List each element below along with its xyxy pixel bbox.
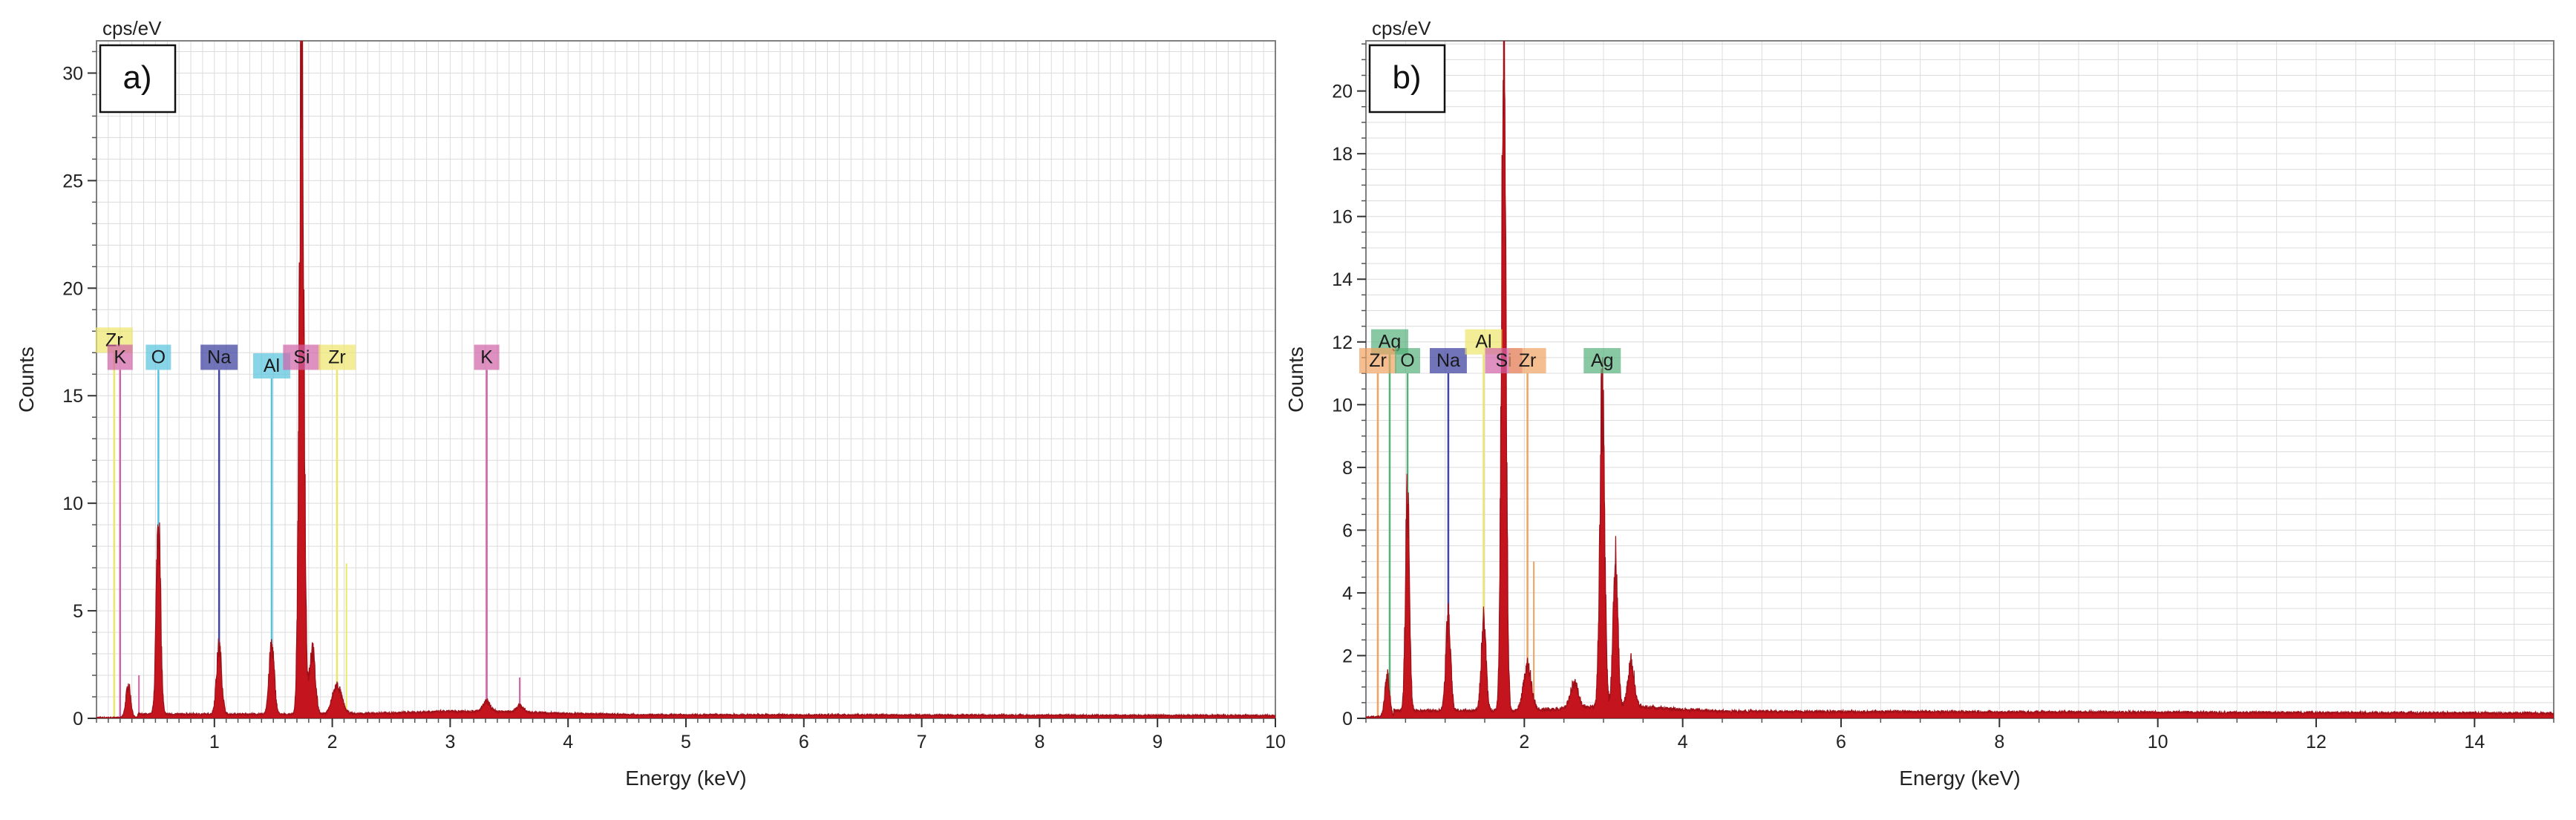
element-label-ag: Ag <box>1583 348 1621 374</box>
element-label-text: Si <box>1495 350 1511 371</box>
x-tick-label: 7 <box>917 732 927 752</box>
panel-label-text: b) <box>1392 59 1421 96</box>
x-tick-label: 4 <box>1678 732 1688 752</box>
panel-label-text: a) <box>122 59 151 96</box>
y-tick-label: 0 <box>73 709 83 729</box>
panel-label: b) <box>1368 44 1446 114</box>
panel-label-box <box>99 44 177 114</box>
element-label-o: O <box>146 344 171 370</box>
element-label-text: Ag <box>1591 350 1614 371</box>
element-label-text: Zr <box>1519 350 1537 371</box>
y-axis-title: Counts <box>1284 347 1307 413</box>
element-label-box <box>107 344 133 370</box>
element-label-text: Al <box>1475 332 1491 352</box>
x-tick-label: 9 <box>1152 732 1163 752</box>
x-tick-label: 1 <box>209 732 220 752</box>
x-tick-label: 6 <box>799 732 809 752</box>
element-label-box <box>1429 348 1467 374</box>
element-label-k: K <box>474 344 500 370</box>
x-axis-title: Energy (keV) <box>1899 767 2020 790</box>
y-tick-label: 10 <box>62 493 83 514</box>
element-label-box <box>1508 348 1546 374</box>
plot-content <box>1366 41 2554 718</box>
x-tick-label: 8 <box>1034 732 1045 752</box>
gridlines <box>96 41 1276 719</box>
y-tick-label: 2 <box>1342 646 1353 666</box>
element-label-text: K <box>480 347 493 367</box>
element-label-text: Na <box>1436 350 1460 371</box>
element-label-si: Si <box>283 344 321 370</box>
element-label-zr: Zr <box>1508 348 1546 374</box>
y-tick-label: 16 <box>1332 207 1353 228</box>
x-tick-label: 5 <box>681 732 691 752</box>
x-tick-label: 3 <box>445 732 455 752</box>
spectrum-area <box>1366 41 2554 718</box>
y-tick-label: 20 <box>1332 82 1353 102</box>
element-label-zr: Zr <box>1359 348 1396 374</box>
element-label-k: K <box>107 344 133 370</box>
y-axis-title: Counts <box>15 347 38 413</box>
element-label-text: Al <box>264 355 280 376</box>
element-label-box <box>1583 348 1621 374</box>
plot-content <box>97 41 1275 718</box>
x-tick-label: 8 <box>1994 732 2004 752</box>
x-tick-label: 14 <box>2464 732 2485 752</box>
panel-label: a) <box>99 44 177 114</box>
element-label-box <box>1359 348 1396 374</box>
element-label-zr: Zr <box>318 344 356 370</box>
x-tick-label: 2 <box>327 732 338 752</box>
element-labels: ZrK O Na Al Si Zr K <box>95 327 500 379</box>
element-label-text: Na <box>207 347 231 367</box>
element-label-na: Na <box>1429 348 1467 374</box>
y-tick-label: 4 <box>1342 583 1353 604</box>
element-label-text: K <box>114 347 126 367</box>
spectrum-area <box>97 41 1275 718</box>
y-tick-label: 6 <box>1342 520 1353 541</box>
x-tick-label: 10 <box>2148 732 2168 752</box>
y-tick-label: 25 <box>62 171 83 191</box>
element-label-box <box>474 344 500 370</box>
panel-label-box <box>1368 44 1446 114</box>
y-tick-label: 20 <box>62 278 83 299</box>
x-tick-label: 2 <box>1519 732 1529 752</box>
y-unit-label: cps/eV <box>1372 17 1431 39</box>
element-label-text: Si <box>293 347 310 367</box>
element-label-box <box>1395 348 1420 374</box>
gridlines <box>1365 41 2554 719</box>
element-label-text: Zr <box>328 347 346 367</box>
y-tick-label: 12 <box>1332 332 1353 353</box>
x-tick-label: 10 <box>1265 732 1286 752</box>
element-label-box <box>283 344 321 370</box>
element-label-na: Na <box>200 344 238 370</box>
y-tick-label: 18 <box>1332 144 1353 165</box>
y-unit-label: cps/eV <box>102 17 162 39</box>
y-tick-label: 15 <box>62 386 83 407</box>
y-tick-label: 10 <box>1332 395 1353 416</box>
element-label-text: Zr <box>1369 350 1387 371</box>
y-tick-label: 8 <box>1342 458 1353 479</box>
x-axis-title: Energy (keV) <box>625 767 746 790</box>
element-label-box <box>200 344 238 370</box>
y-tick-label: 14 <box>1332 269 1353 290</box>
y-tick-label: 0 <box>1342 709 1353 729</box>
x-tick-label: 4 <box>563 732 573 752</box>
element-label-box <box>318 344 356 370</box>
y-tick-label: 5 <box>73 601 83 622</box>
element-label-text: O <box>151 347 166 367</box>
x-tick-label: 12 <box>2306 732 2327 752</box>
element-label-text: O <box>1400 350 1414 371</box>
y-tick-label: 30 <box>62 63 83 84</box>
element-label-o: O <box>1395 348 1420 374</box>
x-tick-label: 6 <box>1836 732 1846 752</box>
element-label-box <box>146 344 171 370</box>
